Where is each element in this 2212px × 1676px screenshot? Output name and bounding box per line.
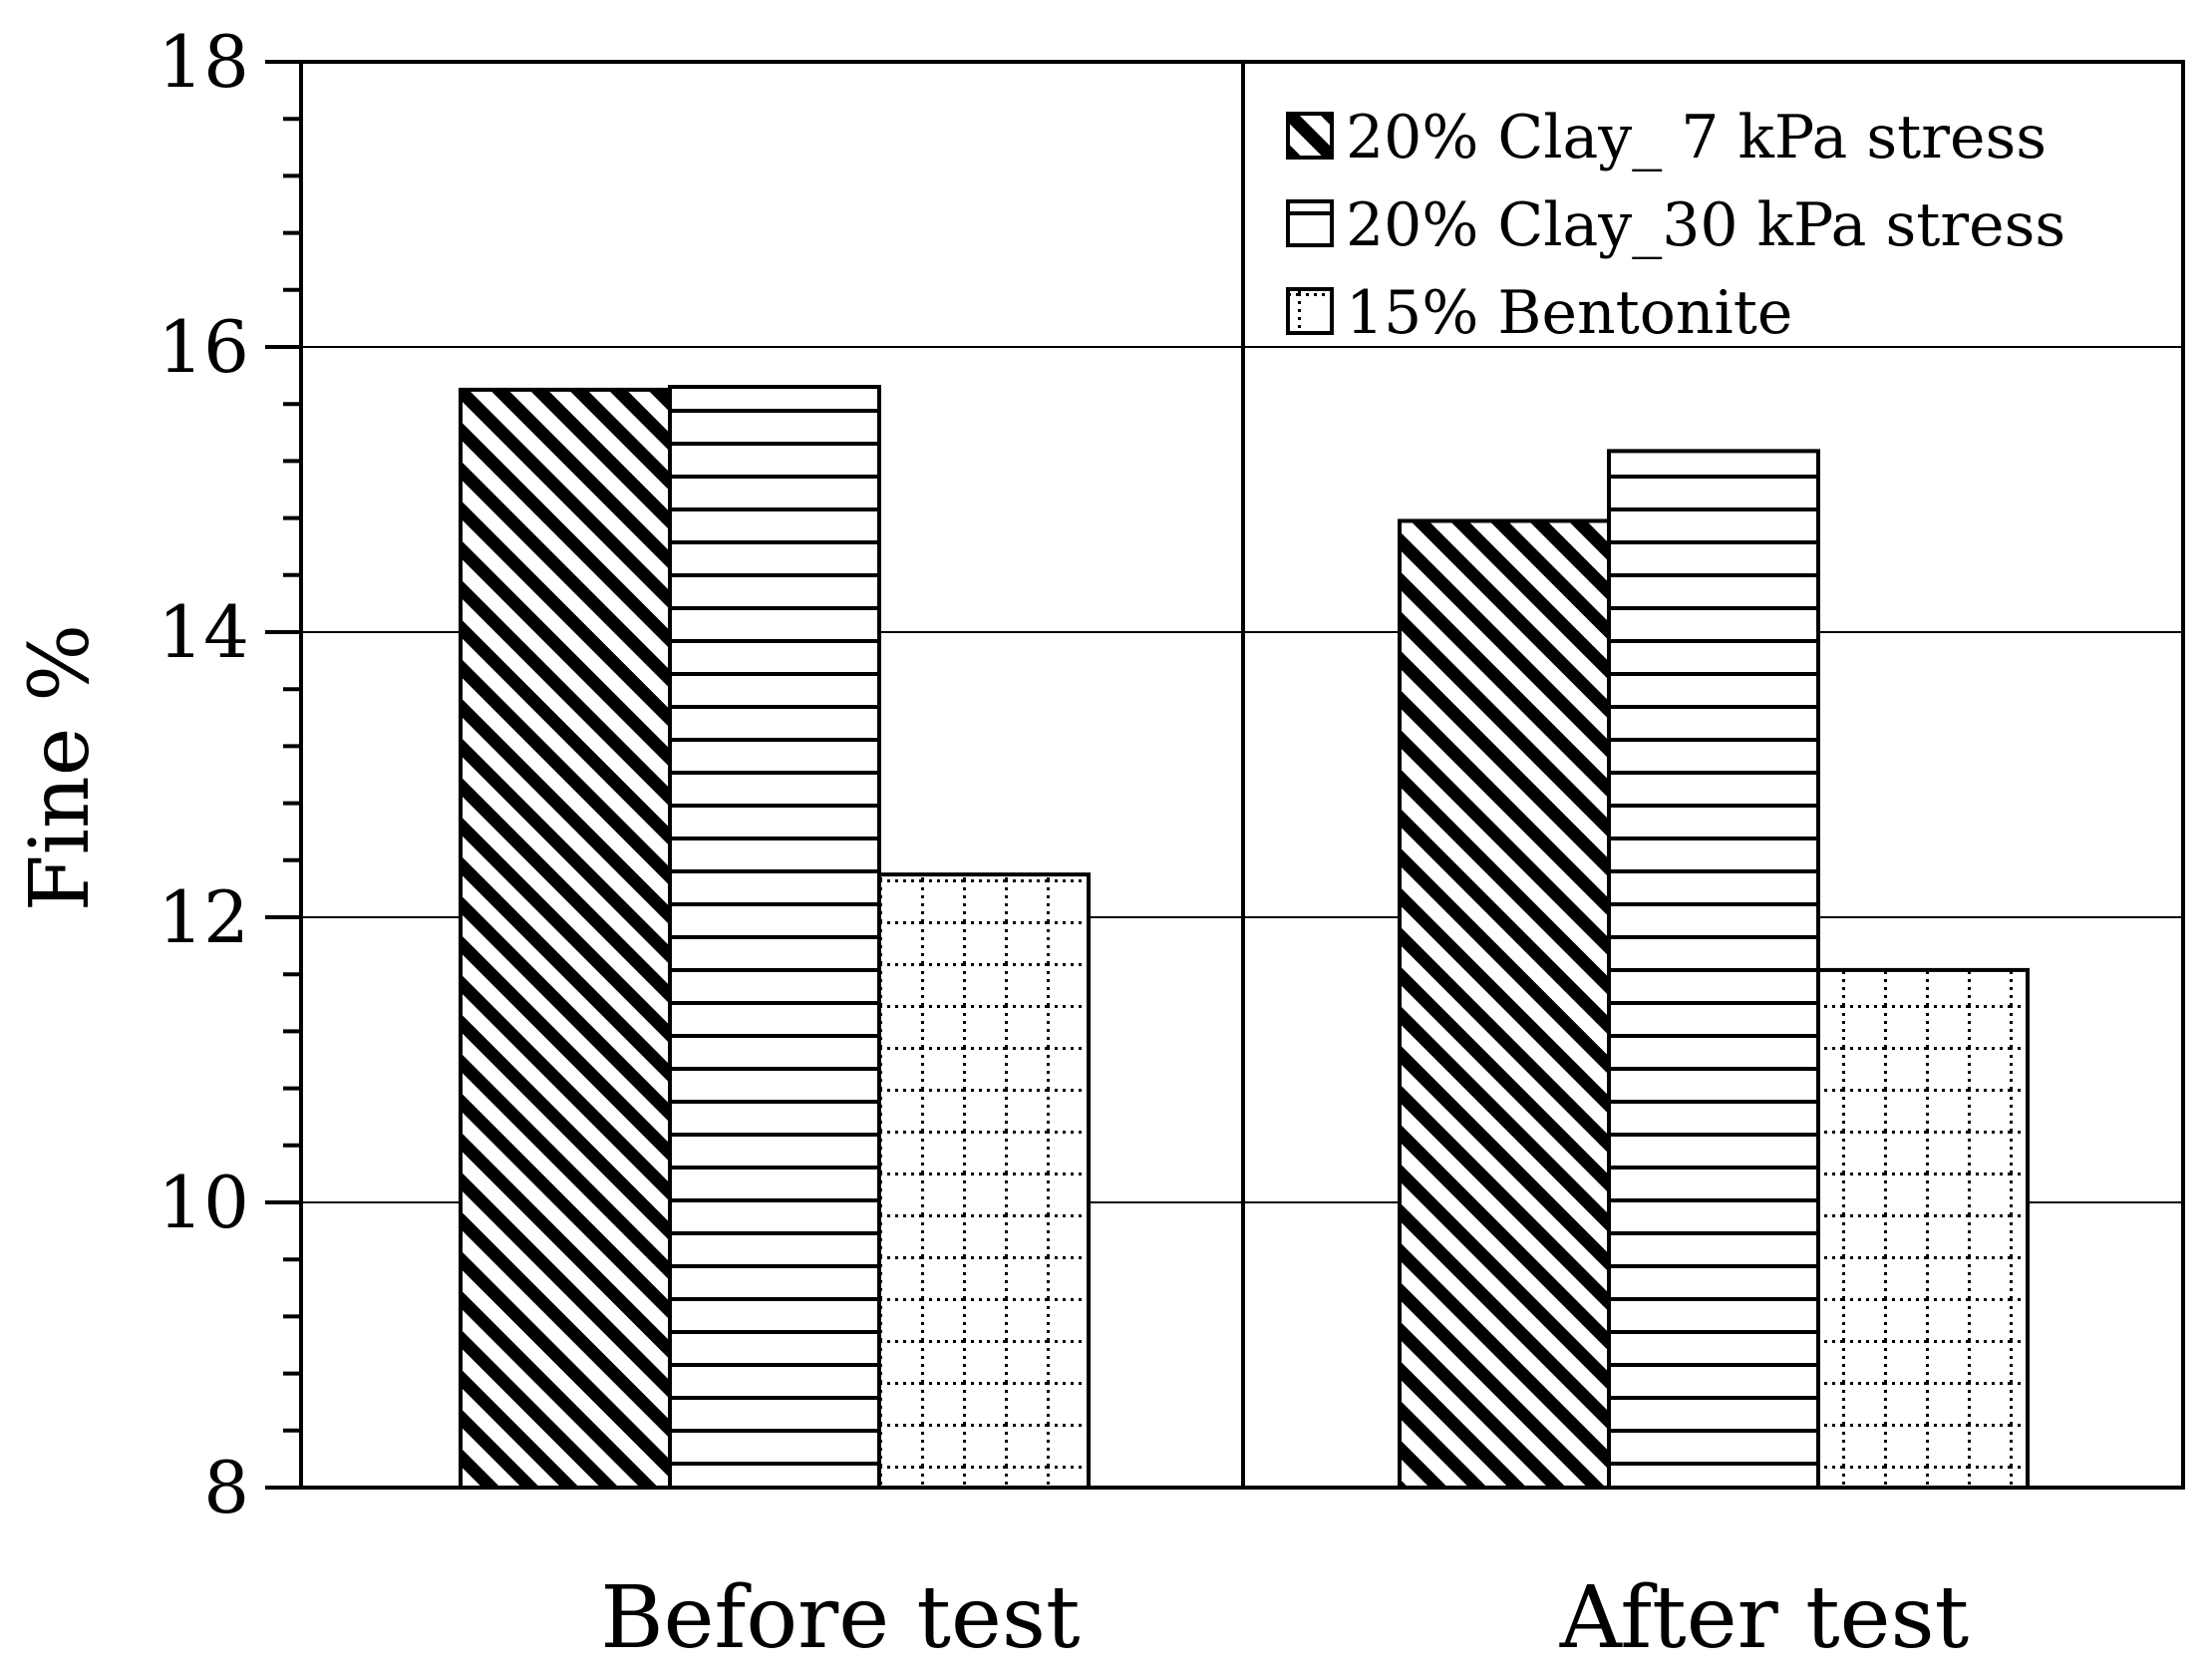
plot-frame: [299, 60, 2185, 1490]
y-tick-label-18: 18: [158, 20, 249, 104]
legend-swatch-3: [1286, 287, 1334, 335]
x-axis-category-labels: Before test After test: [600, 1568, 1969, 1668]
y-axis-tick-labels: 8 10 12 14 16 18: [158, 20, 249, 1529]
legend-swatch-2: [1286, 199, 1334, 247]
y-tick-label-14: 14: [158, 590, 249, 674]
legend-label-2: 20% Clay_30 kPa stress: [1346, 190, 2065, 260]
bar-before-series-2: [668, 385, 881, 1490]
legend-swatch-1: [1286, 112, 1334, 160]
legend-background: [1280, 68, 2143, 335]
bar-after-series-1: [1398, 518, 1611, 1490]
y-tick-label-10: 10: [158, 1161, 249, 1244]
category-label-before-test: Before test: [600, 1568, 1080, 1668]
category-label-after-test: After test: [1559, 1568, 1969, 1668]
y-axis-ticks: [265, 60, 301, 1490]
legend: 20% Clay_ 7 kPa stress 20% Clay_30 kPa st…: [1280, 68, 2143, 348]
y-axis-title: Fine %: [13, 624, 108, 911]
bar-after-series-3: [1816, 967, 2030, 1490]
bar-after-series-2: [1607, 449, 1820, 1490]
y-tick-label-16: 16: [158, 305, 249, 389]
bar-before-series-1: [459, 387, 672, 1490]
bar-before-series-3: [877, 872, 1091, 1490]
legend-label-1: 20% Clay_ 7 kPa stress: [1346, 103, 2047, 172]
legend-label-3: 15% Bentonite: [1346, 278, 1792, 348]
y-tick-label-8: 8: [203, 1446, 249, 1529]
y-tick-label-12: 12: [158, 875, 249, 959]
